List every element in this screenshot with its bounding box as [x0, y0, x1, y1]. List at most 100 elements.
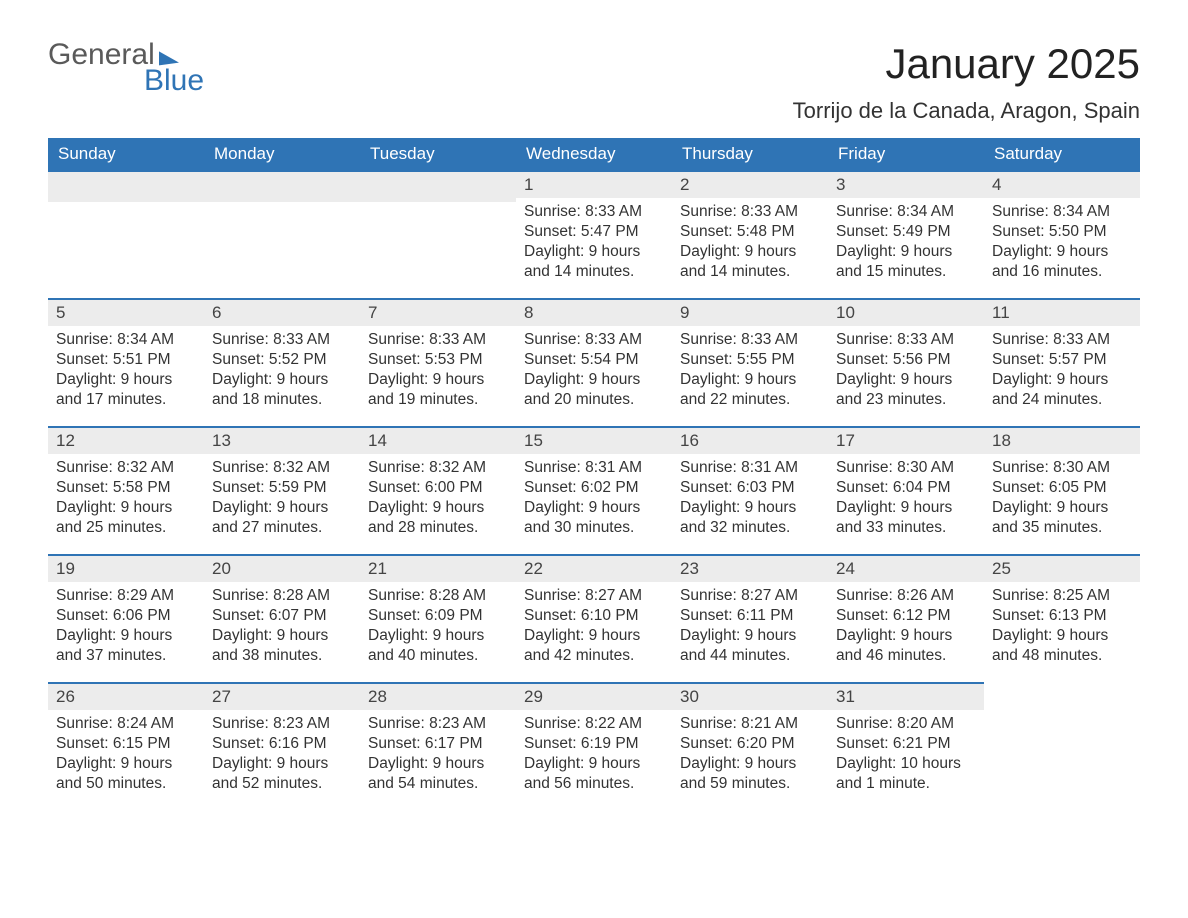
sunset-line: Sunset: 6:17 PM	[368, 734, 508, 754]
weekday-header: Monday	[204, 138, 360, 170]
daylight-line-1: Daylight: 9 hours	[368, 626, 508, 646]
calendar-cell: 5Sunrise: 8:34 AMSunset: 5:51 PMDaylight…	[48, 298, 204, 426]
daylight-line-1: Daylight: 9 hours	[524, 626, 664, 646]
calendar-cell: 15Sunrise: 8:31 AMSunset: 6:02 PMDayligh…	[516, 426, 672, 554]
calendar-week-row: 5Sunrise: 8:34 AMSunset: 5:51 PMDaylight…	[48, 298, 1140, 426]
sunset-line: Sunset: 5:53 PM	[368, 350, 508, 370]
day-body: Sunrise: 8:33 AMSunset: 5:57 PMDaylight:…	[984, 326, 1140, 411]
daylight-line-1: Daylight: 9 hours	[836, 242, 976, 262]
sunrise-line: Sunrise: 8:28 AM	[368, 586, 508, 606]
calendar-week-row: 1Sunrise: 8:33 AMSunset: 5:47 PMDaylight…	[48, 170, 1140, 298]
day-number: 11	[984, 298, 1140, 326]
day-number: 2	[672, 170, 828, 198]
sunrise-line: Sunrise: 8:27 AM	[680, 586, 820, 606]
day-body: Sunrise: 8:32 AMSunset: 5:59 PMDaylight:…	[204, 454, 360, 539]
daylight-line-2: and 27 minutes.	[212, 518, 352, 538]
sunrise-line: Sunrise: 8:32 AM	[212, 458, 352, 478]
calendar-cell: 14Sunrise: 8:32 AMSunset: 6:00 PMDayligh…	[360, 426, 516, 554]
calendar-week-row: 12Sunrise: 8:32 AMSunset: 5:58 PMDayligh…	[48, 426, 1140, 554]
day-number: 31	[828, 682, 984, 710]
sunset-line: Sunset: 5:59 PM	[212, 478, 352, 498]
header: General Blue January 2025 Torrijo de la …	[48, 40, 1140, 124]
day-number: 30	[672, 682, 828, 710]
daylight-line-1: Daylight: 9 hours	[368, 754, 508, 774]
sunset-line: Sunset: 5:54 PM	[524, 350, 664, 370]
calendar-cell: 9Sunrise: 8:33 AMSunset: 5:55 PMDaylight…	[672, 298, 828, 426]
day-body: Sunrise: 8:28 AMSunset: 6:09 PMDaylight:…	[360, 582, 516, 667]
day-body: Sunrise: 8:23 AMSunset: 6:17 PMDaylight:…	[360, 710, 516, 795]
daylight-line-2: and 17 minutes.	[56, 390, 196, 410]
calendar-cell: 3Sunrise: 8:34 AMSunset: 5:49 PMDaylight…	[828, 170, 984, 298]
sunset-line: Sunset: 6:10 PM	[524, 606, 664, 626]
daylight-line-1: Daylight: 9 hours	[212, 626, 352, 646]
day-number: 23	[672, 554, 828, 582]
calendar-cell: 13Sunrise: 8:32 AMSunset: 5:59 PMDayligh…	[204, 426, 360, 554]
day-number: 24	[828, 554, 984, 582]
daylight-line-2: and 15 minutes.	[836, 262, 976, 282]
sunset-line: Sunset: 6:11 PM	[680, 606, 820, 626]
sunrise-line: Sunrise: 8:32 AM	[368, 458, 508, 478]
day-number: 3	[828, 170, 984, 198]
day-body: Sunrise: 8:34 AMSunset: 5:49 PMDaylight:…	[828, 198, 984, 283]
sunrise-line: Sunrise: 8:31 AM	[680, 458, 820, 478]
daylight-line-1: Daylight: 9 hours	[56, 626, 196, 646]
daylight-line-1: Daylight: 9 hours	[212, 754, 352, 774]
day-number: 17	[828, 426, 984, 454]
sunrise-line: Sunrise: 8:23 AM	[368, 714, 508, 734]
daylight-line-2: and 35 minutes.	[992, 518, 1132, 538]
sunset-line: Sunset: 5:58 PM	[56, 478, 196, 498]
calendar-cell: 28Sunrise: 8:23 AMSunset: 6:17 PMDayligh…	[360, 682, 516, 810]
day-body: Sunrise: 8:24 AMSunset: 6:15 PMDaylight:…	[48, 710, 204, 795]
logo-triangle-icon	[159, 49, 179, 66]
day-body: Sunrise: 8:29 AMSunset: 6:06 PMDaylight:…	[48, 582, 204, 667]
weekday-header: Sunday	[48, 138, 204, 170]
sunset-line: Sunset: 6:05 PM	[992, 478, 1132, 498]
daylight-line-1: Daylight: 9 hours	[992, 498, 1132, 518]
daylight-line-2: and 42 minutes.	[524, 646, 664, 666]
day-number: 10	[828, 298, 984, 326]
daylight-line-2: and 54 minutes.	[368, 774, 508, 794]
calendar-cell: 11Sunrise: 8:33 AMSunset: 5:57 PMDayligh…	[984, 298, 1140, 426]
sunset-line: Sunset: 6:13 PM	[992, 606, 1132, 626]
sunset-line: Sunset: 6:03 PM	[680, 478, 820, 498]
day-number: 16	[672, 426, 828, 454]
calendar-cell	[984, 682, 1140, 810]
daylight-line-2: and 14 minutes.	[680, 262, 820, 282]
calendar-cell: 2Sunrise: 8:33 AMSunset: 5:48 PMDaylight…	[672, 170, 828, 298]
daylight-line-1: Daylight: 9 hours	[992, 370, 1132, 390]
day-number: 4	[984, 170, 1140, 198]
calendar-cell: 16Sunrise: 8:31 AMSunset: 6:03 PMDayligh…	[672, 426, 828, 554]
sunset-line: Sunset: 5:57 PM	[992, 350, 1132, 370]
daylight-line-1: Daylight: 9 hours	[836, 498, 976, 518]
daylight-line-2: and 48 minutes.	[992, 646, 1132, 666]
day-body: Sunrise: 8:34 AMSunset: 5:50 PMDaylight:…	[984, 198, 1140, 283]
calendar-cell: 26Sunrise: 8:24 AMSunset: 6:15 PMDayligh…	[48, 682, 204, 810]
calendar-cell: 17Sunrise: 8:30 AMSunset: 6:04 PMDayligh…	[828, 426, 984, 554]
sunset-line: Sunset: 5:55 PM	[680, 350, 820, 370]
sunrise-line: Sunrise: 8:33 AM	[680, 202, 820, 222]
daylight-line-2: and 16 minutes.	[992, 262, 1132, 282]
sunrise-line: Sunrise: 8:34 AM	[836, 202, 976, 222]
calendar-week-row: 19Sunrise: 8:29 AMSunset: 6:06 PMDayligh…	[48, 554, 1140, 682]
daylight-line-2: and 40 minutes.	[368, 646, 508, 666]
sunrise-line: Sunrise: 8:30 AM	[836, 458, 976, 478]
sunrise-line: Sunrise: 8:31 AM	[524, 458, 664, 478]
daylight-line-2: and 18 minutes.	[212, 390, 352, 410]
weekday-header: Wednesday	[516, 138, 672, 170]
sunrise-line: Sunrise: 8:21 AM	[680, 714, 820, 734]
calendar-cell: 21Sunrise: 8:28 AMSunset: 6:09 PMDayligh…	[360, 554, 516, 682]
calendar-cell: 31Sunrise: 8:20 AMSunset: 6:21 PMDayligh…	[828, 682, 984, 810]
day-number: 18	[984, 426, 1140, 454]
calendar-cell: 1Sunrise: 8:33 AMSunset: 5:47 PMDaylight…	[516, 170, 672, 298]
calendar-cell	[204, 170, 360, 298]
daylight-line-1: Daylight: 9 hours	[56, 498, 196, 518]
day-number: 21	[360, 554, 516, 582]
calendar-cell: 29Sunrise: 8:22 AMSunset: 6:19 PMDayligh…	[516, 682, 672, 810]
daylight-line-2: and 59 minutes.	[680, 774, 820, 794]
day-body: Sunrise: 8:33 AMSunset: 5:54 PMDaylight:…	[516, 326, 672, 411]
title-block: January 2025 Torrijo de la Canada, Arago…	[793, 40, 1140, 124]
sunrise-line: Sunrise: 8:28 AM	[212, 586, 352, 606]
day-number: 26	[48, 682, 204, 710]
sunset-line: Sunset: 6:00 PM	[368, 478, 508, 498]
calendar-cell	[360, 170, 516, 298]
